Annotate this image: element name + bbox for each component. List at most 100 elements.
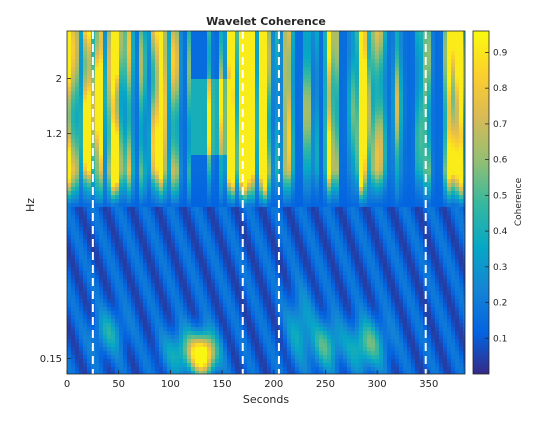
heatmap-cell [259, 179, 264, 184]
heatmap-cell [311, 191, 316, 196]
heatmap-cell [111, 107, 116, 112]
heatmap-cell [295, 103, 300, 108]
heatmap-cell [99, 91, 104, 96]
heatmap-cell [123, 203, 128, 208]
heatmap-cell [191, 147, 196, 152]
heatmap-cell [207, 223, 212, 228]
heatmap-cell [403, 155, 408, 160]
heatmap-cell [167, 199, 172, 204]
heatmap-cell [123, 187, 128, 192]
heatmap-cell [195, 143, 200, 148]
heatmap-cell [191, 59, 196, 64]
heatmap-cell [303, 219, 308, 224]
heatmap-cell [243, 43, 248, 48]
heatmap-cell [115, 51, 120, 56]
heatmap-cell [415, 147, 420, 152]
heatmap-cell [227, 99, 232, 104]
heatmap-cell [183, 91, 188, 96]
heatmap-cell [79, 95, 84, 100]
heatmap-cell [427, 191, 432, 196]
heatmap-cell [259, 211, 264, 216]
heatmap-cell [163, 55, 168, 60]
heatmap-cell [223, 203, 228, 208]
heatmap-cell [191, 167, 196, 172]
heatmap-cell [307, 139, 312, 144]
heatmap-cell [331, 139, 336, 144]
heatmap-cell [331, 155, 336, 160]
heatmap-cell [143, 87, 148, 92]
heatmap-cell [263, 79, 268, 84]
heatmap-cell [355, 159, 360, 164]
heatmap-cell [227, 95, 232, 100]
heatmap-cell [387, 135, 392, 140]
heatmap-cell [247, 203, 252, 208]
heatmap-cell [115, 79, 120, 84]
heatmap-cell [131, 195, 136, 200]
heatmap-cell [407, 179, 412, 184]
heatmap-cell [411, 95, 416, 100]
heatmap-cell [359, 31, 364, 36]
heatmap-cell [355, 151, 360, 156]
heatmap-cell [119, 155, 124, 160]
heatmap-cell [291, 155, 296, 160]
heatmap-cell [291, 211, 296, 216]
heatmap-cell [175, 95, 180, 100]
heatmap-cell [359, 91, 364, 96]
heatmap-cell [407, 183, 412, 188]
heatmap-cell [363, 207, 368, 212]
heatmap-cell [83, 179, 88, 184]
heatmap-cell [119, 107, 124, 112]
heatmap-cell [419, 39, 424, 44]
heatmap-cell [399, 35, 404, 40]
heatmap-cell [307, 151, 312, 156]
heatmap-cell [183, 47, 188, 52]
heatmap-cell [291, 71, 296, 76]
heatmap-cell [119, 35, 124, 40]
heatmap-cell [171, 115, 176, 120]
heatmap-cell [259, 151, 264, 156]
heatmap-cell [315, 103, 320, 108]
heatmap-cell [167, 143, 172, 148]
heatmap-cell [131, 139, 136, 144]
heatmap-cell [99, 99, 104, 104]
heatmap-cell [411, 123, 416, 128]
heatmap-cell [139, 219, 144, 224]
heatmap-cell [203, 115, 208, 120]
heatmap-cell [315, 83, 320, 88]
heatmap-cell [159, 55, 164, 60]
heatmap-cell [331, 55, 336, 60]
heatmap-cell [115, 103, 120, 108]
heatmap-cell [131, 179, 136, 184]
heatmap-cell [299, 51, 304, 56]
heatmap-cell [87, 223, 92, 228]
heatmap-cell [187, 171, 192, 176]
heatmap-cell [399, 215, 404, 220]
heatmap-cell [131, 67, 136, 72]
heatmap-cell [227, 47, 232, 52]
heatmap-cell [159, 103, 164, 108]
heatmap-cell [159, 163, 164, 168]
heatmap-cell [383, 83, 388, 88]
heatmap-cell [415, 167, 420, 172]
heatmap-cell [175, 139, 180, 144]
heatmap-cell [375, 91, 380, 96]
heatmap-cell [355, 51, 360, 56]
heatmap-cell [459, 35, 464, 40]
heatmap-cell [339, 63, 344, 68]
heatmap-cell [339, 47, 344, 52]
heatmap-cell [159, 127, 164, 132]
heatmap-cell [327, 67, 332, 72]
heatmap-cell [275, 123, 280, 128]
heatmap-cell [207, 127, 212, 132]
heatmap-cell [151, 71, 156, 76]
heatmap-cell [327, 227, 332, 232]
heatmap-cell [439, 147, 444, 152]
heatmap-cell [299, 199, 304, 204]
heatmap-cell [375, 207, 380, 212]
heatmap-cell [227, 183, 232, 188]
heatmap-cell [327, 167, 332, 172]
heatmap-cell [143, 123, 148, 128]
heatmap-cell [299, 171, 304, 176]
heatmap-cell [279, 163, 284, 168]
heatmap-cell [235, 91, 240, 96]
